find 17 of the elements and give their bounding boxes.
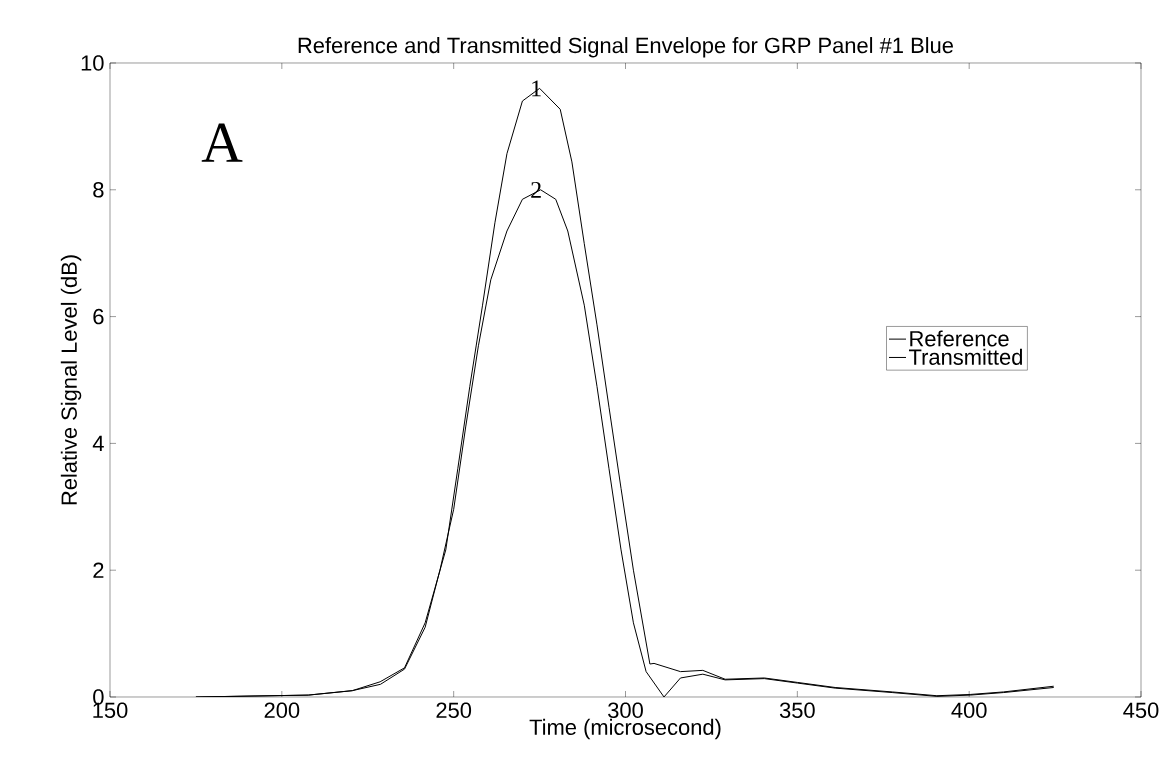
y-tick-label: 8 xyxy=(93,182,104,198)
x-tick-label: 400 xyxy=(951,702,987,719)
x-tick-label: 200 xyxy=(264,702,300,719)
y-axis-title: Relative Signal Level (dB) xyxy=(60,255,82,505)
y-tick-label: 2 xyxy=(93,562,104,578)
x-tick-label: 250 xyxy=(436,702,472,719)
y-tick-label: 10 xyxy=(81,55,104,71)
x-tick-label: 300 xyxy=(608,702,643,719)
legend-label: Transmitted xyxy=(909,348,1022,365)
x-tick-label: 450 xyxy=(1123,702,1159,719)
y-tick-label: 4 xyxy=(92,435,104,451)
x-axis-title: Time (microsecond) xyxy=(529,718,721,740)
chart-title: Reference and Transmitted Signal Envelope for GRP Panel #1 Blue xyxy=(298,37,953,58)
annotation: A xyxy=(201,123,243,162)
legend-label: Reference xyxy=(910,330,1009,347)
y-tick-label: 6 xyxy=(93,308,104,325)
x-tick-label: 350 xyxy=(779,702,815,719)
